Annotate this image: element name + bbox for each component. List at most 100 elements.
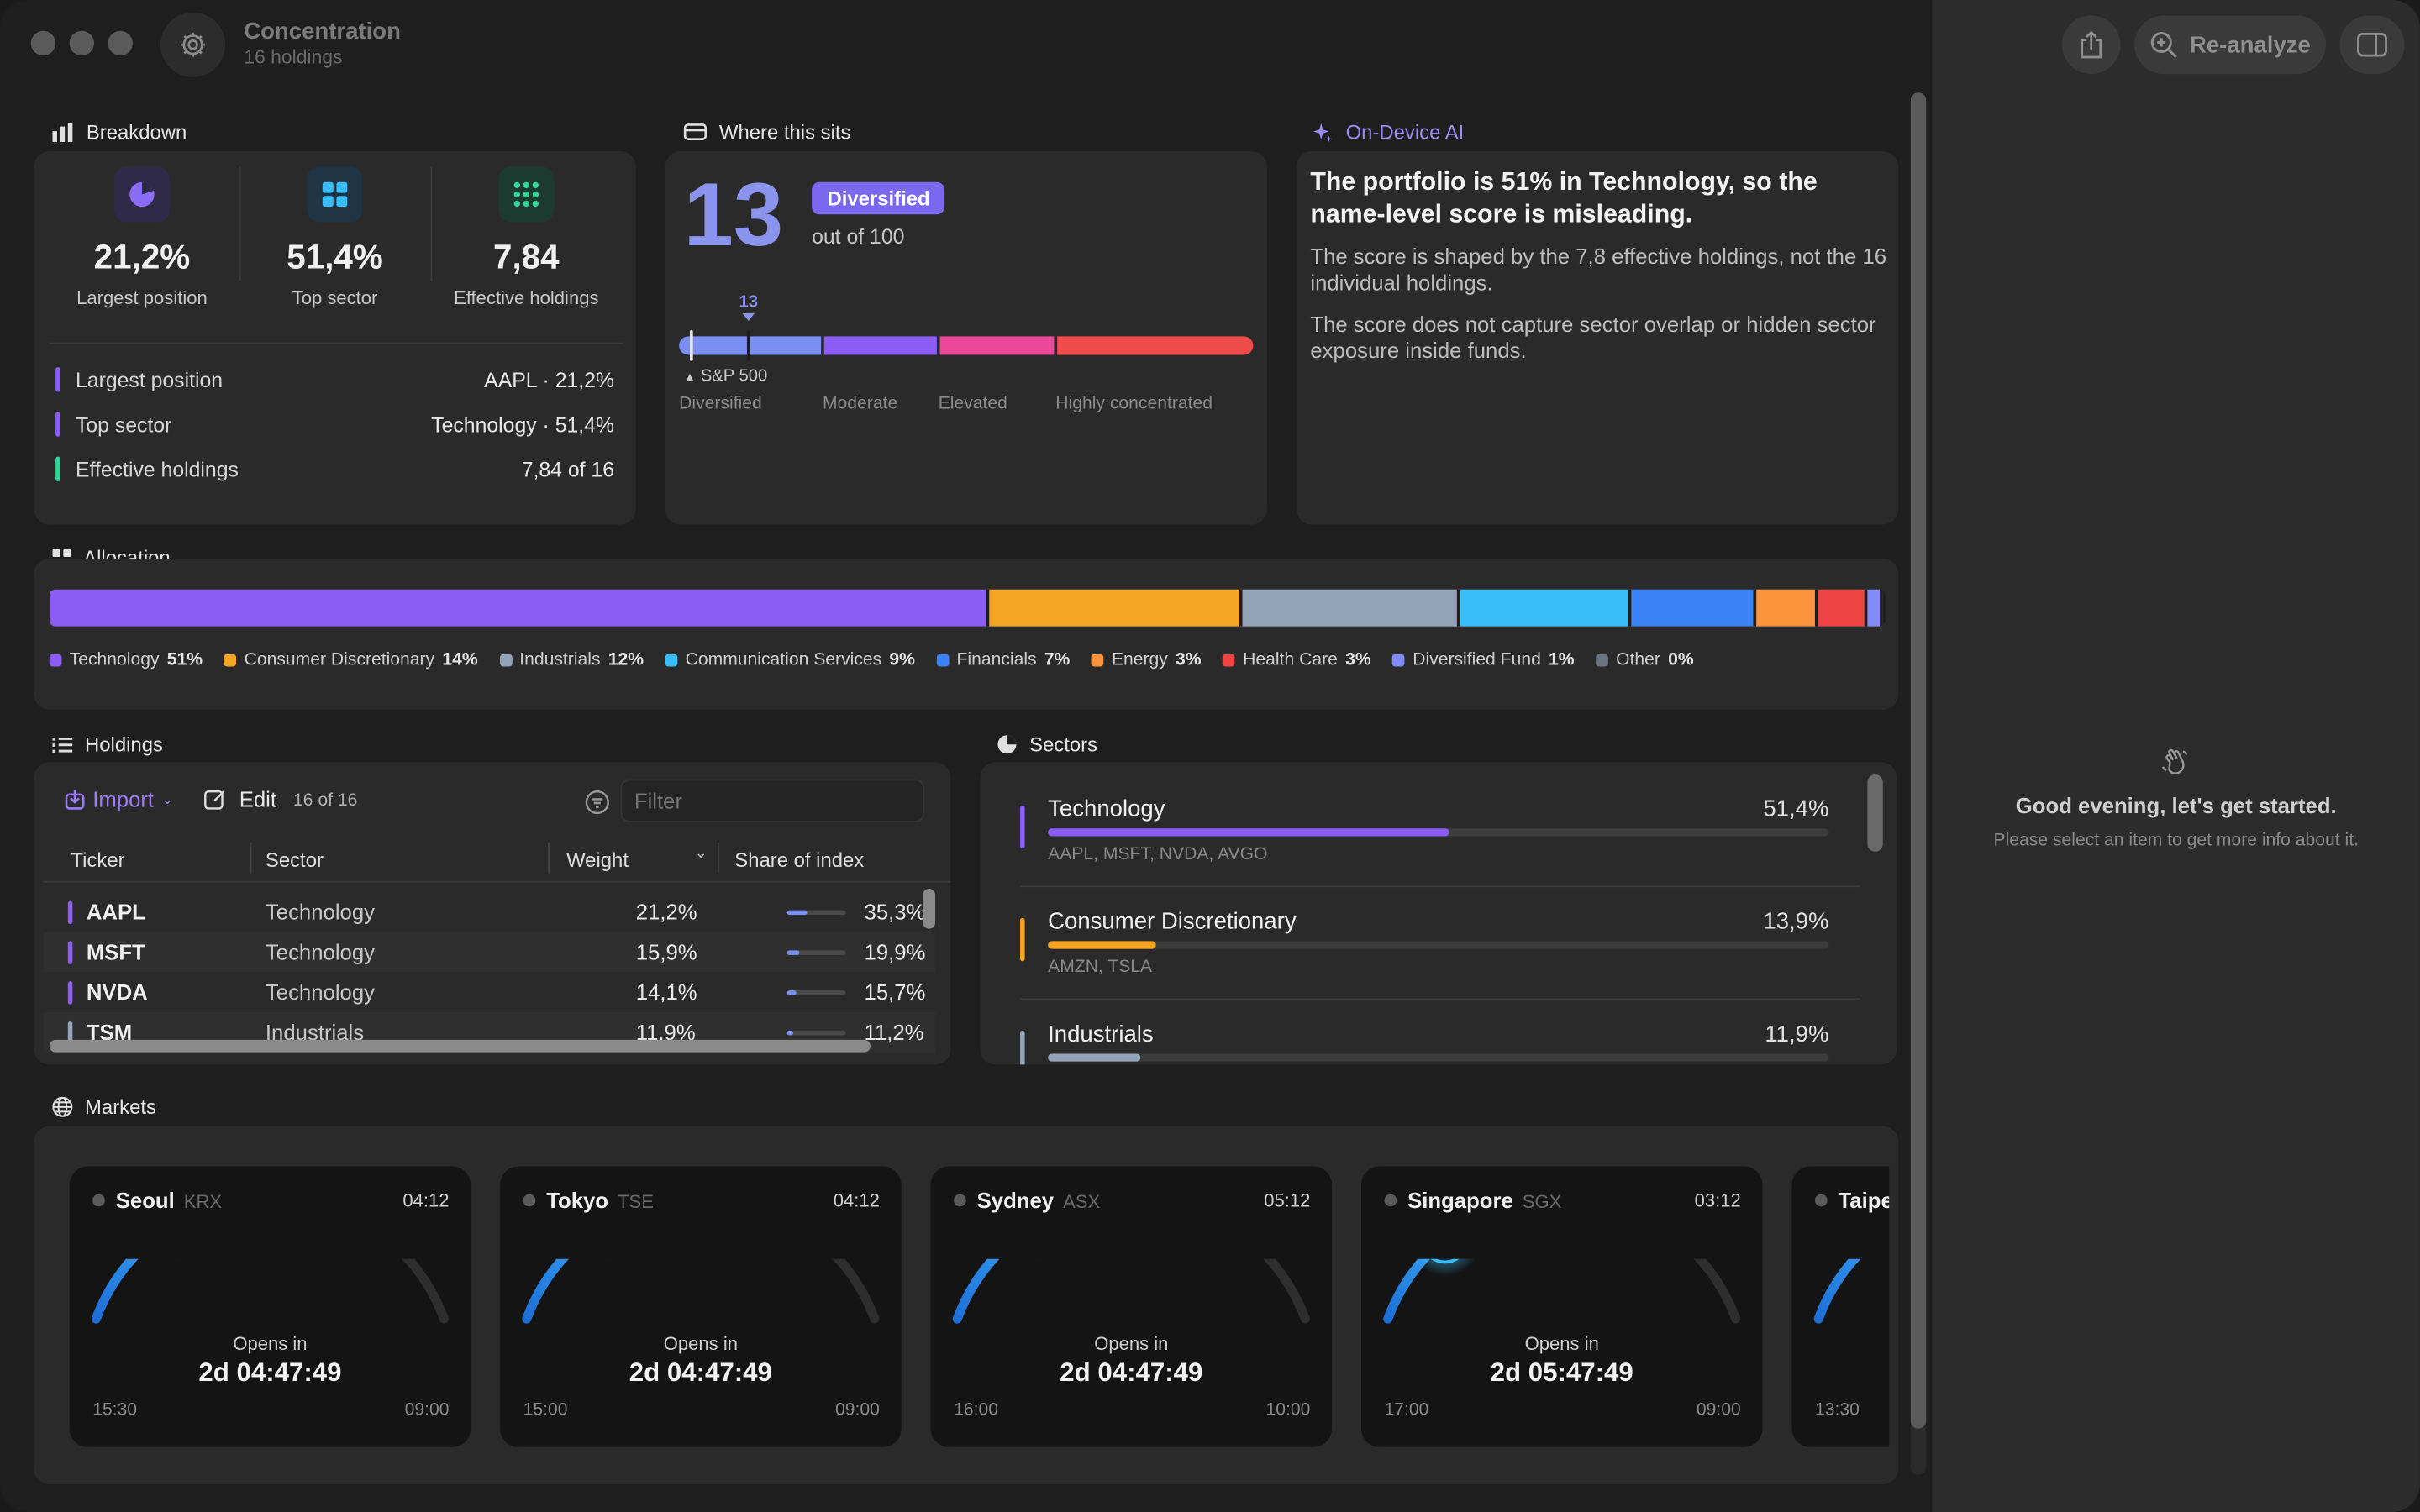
allocation-segment[interactable]	[1818, 589, 1868, 627]
legend-value: 3%	[1176, 651, 1202, 670]
benchmark-text: S&P 500	[700, 367, 768, 386]
import-label: Import	[92, 786, 155, 812]
row-sector-accent	[67, 981, 73, 1005]
scale-label-elevated: Elevated	[938, 395, 1007, 414]
legend-swatch	[936, 654, 950, 667]
card-icon	[683, 123, 708, 140]
col-sector[interactable]: Sector	[265, 848, 324, 872]
market-card[interactable]: Sydney ASX 05:12 Opens in 2d 04:47:49 16:00 10…	[930, 1166, 1333, 1447]
market-opens-label: Opens in	[1094, 1332, 1169, 1355]
cell-weight: 15,9%	[635, 939, 697, 964]
market-card[interactable]: Taipei 13:30	[1791, 1166, 1890, 1447]
scale-moderate	[823, 336, 938, 355]
settings-button[interactable]	[160, 12, 226, 77]
sector-bar	[1048, 1053, 1829, 1062]
market-city: Seoul KRX	[116, 1188, 222, 1212]
sector-item[interactable]: Consumer Discretionary 13,9% AMZN, TSLA	[1020, 909, 1829, 999]
sector-bar-fill	[1048, 941, 1157, 949]
legend-item: Diversified Fund 1%	[1392, 651, 1575, 669]
table-row[interactable]: MSFT Technology 15,9% 19,9%	[43, 932, 936, 973]
legend-swatch	[1596, 654, 1608, 667]
market-progress-arc	[952, 1258, 1310, 1324]
breakdown-header: Breakdown	[52, 120, 187, 144]
row-sector-accent	[67, 900, 73, 925]
sector-bar-fill	[1048, 1053, 1141, 1062]
share-bar-fill	[786, 950, 799, 955]
markets-card: Seoul KRX 04:12 Opens in 2d 04:47:49 15:30 09:…	[34, 1126, 1899, 1484]
allocation-segment[interactable]	[988, 589, 1243, 627]
market-city-name: Seoul	[115, 1188, 175, 1213]
toggle-sidebar-button[interactable]	[2339, 15, 2405, 75]
ai-headline: The portfolio is 51% in Technology, so t…	[1310, 168, 1818, 228]
market-card[interactable]: Tokyo TSE 04:12 Opens in 2d 04:47:49 15:00 09:…	[500, 1166, 902, 1447]
dots-grid-icon	[498, 166, 555, 223]
legend-swatch	[224, 654, 237, 667]
market-card[interactable]: Seoul KRX 04:12 Opens in 2d 04:47:49 15:30 09:…	[69, 1166, 471, 1447]
legend-value: 3%	[1345, 651, 1371, 670]
market-countdown: 2d 05:47:49	[1490, 1357, 1634, 1388]
sector-percent: 51,4%	[1763, 795, 1829, 822]
score-tick	[746, 330, 750, 361]
zoom-window-button[interactable]	[108, 30, 133, 56]
stat-largest-position[interactable]: 21,2% Largest position	[46, 151, 238, 308]
legend-value: 9%	[889, 651, 915, 670]
allocation-segment[interactable]	[1881, 589, 1886, 627]
reanalyze-button[interactable]: Re-analyze	[2134, 15, 2326, 75]
main-scrollbar[interactable]	[1910, 92, 1927, 1475]
share-bar	[786, 950, 846, 955]
score-out-of: out of 100	[812, 225, 905, 249]
col-weight[interactable]: Weight	[566, 848, 629, 872]
minimize-window-button[interactable]	[69, 30, 95, 56]
table-row[interactable]: NVDA Technology 14,1% 15,7%	[43, 972, 935, 1012]
sector-divider	[1020, 885, 1860, 888]
table-vertical-scrollbar[interactable]	[923, 888, 936, 929]
sector-divider	[1020, 998, 1860, 1000]
table-horizontal-scrollbar[interactable]	[49, 1039, 871, 1053]
sector-accent	[1020, 1030, 1025, 1065]
table-row[interactable]: AAPL Technology 21,2% 35,3%	[43, 892, 935, 932]
allocation-segment[interactable]	[1632, 589, 1756, 627]
hint-text: Please select an item to get more info a…	[1993, 831, 2359, 851]
sectors-scrollbar[interactable]	[1867, 774, 1883, 852]
stat-effective-holdings[interactable]: 7,84 Effective holdings	[430, 151, 622, 308]
allocation-segment[interactable]	[1755, 589, 1818, 627]
allocation-segment[interactable]	[1460, 589, 1633, 627]
share-bar-fill	[786, 910, 808, 916]
chevron-down-icon[interactable]: ⌄	[694, 845, 708, 863]
market-local-time: 03:12	[1694, 1189, 1741, 1211]
sector-item[interactable]: Industrials 11,9%	[1020, 1021, 1829, 1065]
allocation-segment[interactable]	[1242, 589, 1460, 627]
row-label: Effective holdings	[75, 457, 239, 481]
diversified-badge: Diversified	[812, 181, 945, 215]
stat-top-sector[interactable]: 51,4% Top sector	[239, 151, 431, 308]
grid-icon	[307, 166, 363, 223]
cell-share: 35,3%	[864, 899, 926, 925]
holdings-title: Holdings	[85, 732, 163, 756]
holdings-table-header: Ticker Sector Weight ⌄ Share of index	[43, 839, 951, 883]
score-scale	[679, 336, 1254, 355]
ai-paragraph: The score does not capture sector overla…	[1310, 312, 1876, 363]
legend-item: Other 0%	[1596, 651, 1694, 669]
col-share-of-index[interactable]: Share of index	[734, 848, 865, 872]
market-card[interactable]: Singapore SGX 03:12 Opens in 2d 05:47:49 17:0…	[1360, 1166, 1763, 1447]
sectors-header: Sectors	[997, 732, 1097, 756]
share-icon	[2081, 30, 2102, 59]
stat-divider	[239, 166, 241, 281]
market-status-dot	[523, 1194, 536, 1207]
legend-swatch	[665, 654, 678, 667]
filter-input[interactable]	[620, 779, 925, 822]
main-scrollbar-thumb[interactable]	[1910, 92, 1927, 1429]
allocation-segment[interactable]	[49, 589, 989, 627]
cell-ticker: NVDA	[86, 979, 148, 1005]
sector-item[interactable]: Technology 51,4% AAPL, MSFT, NVDA, AVGO	[1020, 795, 1829, 886]
sector-bar	[1048, 941, 1829, 949]
share-button[interactable]	[2061, 15, 2121, 75]
close-window-button[interactable]	[30, 30, 56, 56]
ai-header: On-Device AI	[1312, 120, 1464, 144]
filter-icon[interactable]	[585, 790, 609, 815]
row-accent	[55, 367, 60, 392]
col-ticker[interactable]: Ticker	[71, 848, 125, 872]
edit-button[interactable]: Edit	[203, 787, 276, 811]
allocation-segment[interactable]	[1867, 589, 1882, 627]
import-button[interactable]: Import ⌄	[65, 787, 173, 811]
